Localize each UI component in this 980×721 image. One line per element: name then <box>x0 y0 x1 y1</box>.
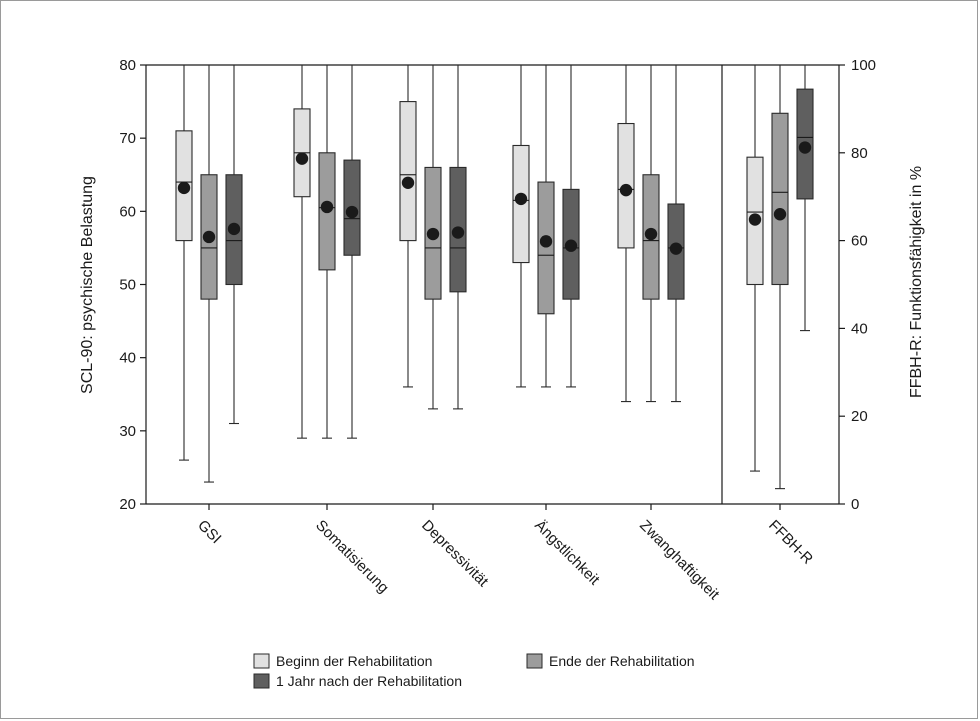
iqr-box <box>537 181 555 315</box>
mean-marker <box>619 183 633 197</box>
right-y-ticks: 0 20 40 60 80 100 <box>839 57 876 513</box>
left-tick-label: 80 <box>119 57 136 74</box>
right-tick-label: 80 <box>851 145 868 162</box>
mean-marker <box>320 200 334 214</box>
legend-swatch-1-jahr <box>253 673 270 689</box>
box-somatisierung-2 <box>318 64 336 439</box>
box-gsi-3 <box>225 64 243 425</box>
box-depressivitat-3 <box>449 64 467 410</box>
box-zwanghaftigkeit-3 <box>667 64 685 403</box>
box-depressivitat-1 <box>399 64 417 388</box>
mean-marker <box>451 226 465 239</box>
box-angstlichkeit-1 <box>512 64 530 388</box>
x-ticks: GSI Somatisierung Depressivität Ängstlichke… <box>194 504 816 604</box>
box-gsi-1 <box>175 64 193 461</box>
legend-swatch-beginn <box>253 653 270 669</box>
category-label-ffbh-r: FFBH-R <box>765 517 816 568</box>
box-gsi-2 <box>200 64 218 483</box>
left-tick-label: 20 <box>119 496 136 513</box>
mean-marker <box>177 181 191 195</box>
left-y-ticks: 20 30 40 50 60 70 80 <box>119 57 146 513</box>
category-label-depressivitat: Depressivität <box>418 517 492 591</box>
mean-marker <box>748 213 762 226</box>
box-ffbh-r-1 <box>746 64 764 472</box>
category-label-zwanghaftigkeit: Zwanghaftigkeit <box>636 517 723 604</box>
box-ffbh-r-3 <box>796 64 814 332</box>
right-y-axis-label: FFBH-R: Funktionsfähigkeit in % <box>908 166 925 398</box>
mean-marker <box>669 242 683 255</box>
right-tick-label: 60 <box>851 233 868 250</box>
box-zwanghaftigkeit-1 <box>617 64 635 403</box>
category-label-gsi: GSI <box>194 517 224 547</box>
box-zwanghaftigkeit-2 <box>642 64 660 403</box>
mean-marker <box>202 230 216 244</box>
mean-marker <box>426 227 440 241</box>
left-y-axis-label: SCL-90: psychische Belastung <box>79 176 96 394</box>
right-tick-label: 40 <box>851 320 868 337</box>
right-tick-label: 20 <box>851 408 868 425</box>
mean-marker <box>564 239 578 252</box>
mean-marker <box>514 192 528 206</box>
right-tick-label: 100 <box>851 57 876 74</box>
boxplot-series <box>175 64 814 490</box>
mean-marker <box>227 222 241 236</box>
legend-label-beginn: Beginn der Rehabilitation <box>276 653 432 669</box>
legend-swatch-ende <box>526 653 543 669</box>
mean-marker <box>539 235 553 248</box>
box-depressivitat-2 <box>424 64 442 410</box>
mean-marker <box>295 152 309 165</box>
legend-label-ende: Ende der Rehabilitation <box>549 653 695 669</box>
box-ffbh-r-2 <box>771 64 789 490</box>
box-somatisierung-3 <box>343 64 361 439</box>
legend: Beginn der Rehabilitation Ende der Rehab… <box>253 653 695 689</box>
mean-marker <box>798 141 812 154</box>
box-somatisierung-1 <box>293 64 311 439</box>
legend-label-1-jahr: 1 Jahr nach der Rehabilitation <box>276 673 462 689</box>
right-tick-label: 0 <box>851 496 859 513</box>
left-tick-label: 30 <box>119 423 136 440</box>
iqr-box <box>399 101 417 242</box>
box-angstlichkeit-2 <box>537 64 555 388</box>
mean-marker <box>401 176 415 189</box>
left-tick-label: 60 <box>119 203 136 220</box>
box-angstlichkeit-3 <box>562 64 580 388</box>
left-tick-label: 50 <box>119 277 136 294</box>
mean-marker <box>773 208 787 221</box>
left-tick-label: 70 <box>119 130 136 147</box>
mean-marker <box>644 227 658 241</box>
category-label-angstlichkeit: Ängstlichkeit <box>531 517 603 589</box>
category-label-somatisierung: Somatisierung <box>312 517 392 597</box>
iqr-box <box>771 112 789 286</box>
mean-marker <box>345 205 359 219</box>
left-tick-label: 40 <box>119 350 136 367</box>
